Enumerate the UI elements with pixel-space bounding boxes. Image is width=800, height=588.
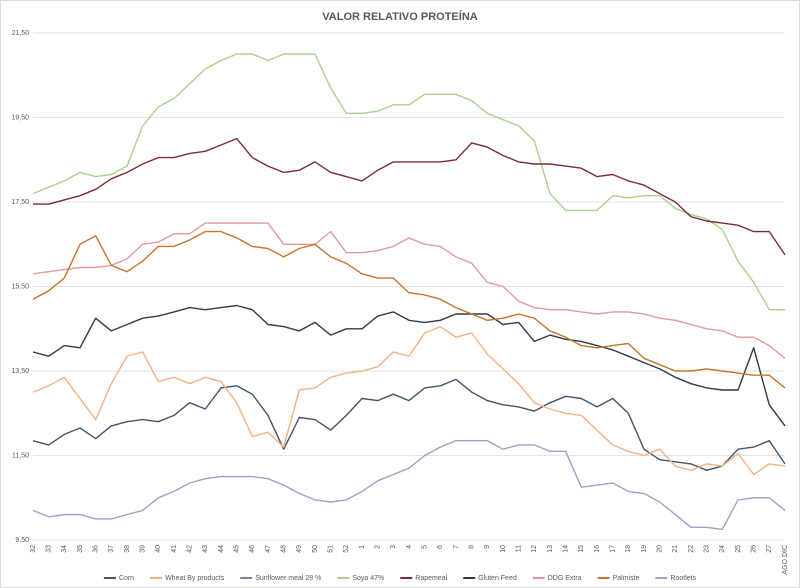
- x-tick-label: 24: [719, 545, 726, 553]
- legend-label: Palmiste: [613, 575, 640, 582]
- y-tick-label: 19,50: [11, 114, 29, 121]
- x-tick-label: 12: [531, 545, 538, 553]
- x-tick-label: 27: [766, 545, 773, 553]
- x-tick-label: 33: [46, 545, 53, 553]
- x-tick-label: 8: [469, 545, 476, 549]
- series-line: [32, 440, 786, 531]
- x-tick-label: 3: [390, 545, 397, 549]
- legend: Corn Wheat By products Sunflower meal 28 %…: [103, 575, 697, 582]
- legend-label: Rapemeal: [415, 575, 447, 582]
- x-tick-label: 20: [657, 545, 664, 553]
- x-tick-label: 37: [108, 545, 115, 553]
- series-line: [33, 137, 786, 256]
- x-tick-label: 15: [578, 545, 585, 553]
- x-tick-label: 46: [249, 545, 256, 553]
- series-line: [32, 304, 786, 427]
- x-tick-label: 52: [343, 545, 350, 553]
- x-tick-label: 5: [422, 545, 429, 549]
- x-tick-label: 18: [625, 545, 632, 553]
- chart-title: VALOR RELATIVO PROTEÍNA: [322, 10, 477, 23]
- y-tick-label: 15,50: [11, 283, 29, 290]
- x-tick-label: 21: [672, 545, 679, 553]
- x-tick-label: 7: [453, 545, 460, 549]
- x-tick-label: 16: [594, 545, 601, 553]
- x-tick-label: 32: [30, 545, 37, 553]
- x-tick-label: 39: [140, 545, 147, 553]
- x-tick-label: 38: [124, 545, 131, 553]
- x-tick-label: 22: [688, 545, 695, 553]
- y-tick-label: 11,50: [12, 452, 29, 459]
- x-tick-label: 50: [312, 545, 319, 553]
- x-tick-label: 9: [484, 545, 491, 549]
- x-tick-label: 19: [641, 545, 648, 553]
- series-line: [32, 325, 786, 476]
- x-tick-label: 35: [77, 545, 84, 553]
- y-tick-label: 17,50: [11, 199, 29, 206]
- series-line: [32, 53, 785, 311]
- legend-label: Sunflower meal 28 %: [255, 575, 321, 582]
- legend-label: Corn: [119, 575, 134, 582]
- x-tick-label: 23: [704, 545, 711, 553]
- y-tick-label: 21,50: [11, 30, 29, 37]
- series-line: [32, 222, 786, 359]
- x-tick-label: 4: [406, 545, 413, 549]
- x-tick-label: 48: [281, 545, 288, 553]
- x-tick-label: 14: [563, 545, 570, 553]
- x-tick-label: 1: [359, 545, 366, 549]
- x-tick-label: 10: [500, 545, 507, 553]
- legend-label: Wheat By products: [165, 575, 225, 582]
- x-tick-label: 44: [218, 545, 225, 553]
- x-tick-label: 42: [187, 545, 194, 553]
- x-tick-label: AGO DIC: [782, 545, 789, 575]
- y-tick-label: 9,50: [15, 537, 29, 544]
- legend-label: Gluten Feed: [478, 575, 517, 582]
- y-tick-label: 13,50: [11, 368, 29, 375]
- legend-label: DDG Extra: [548, 575, 582, 582]
- x-tick-label: 49: [296, 545, 303, 553]
- x-tick-label: 34: [61, 545, 68, 553]
- x-tick-label: 25: [735, 545, 742, 553]
- x-tick-label: 47: [265, 545, 272, 553]
- x-tick-label: 41: [171, 545, 178, 553]
- x-tick-label: 36: [93, 545, 100, 553]
- x-tick-label: 13: [547, 545, 554, 553]
- x-tick-label: 17: [610, 545, 617, 553]
- x-tick-label: 40: [155, 545, 162, 553]
- legend-label: Soya 47%: [352, 575, 384, 582]
- series-line: [32, 230, 786, 389]
- legend-label: Rootlets: [670, 575, 696, 582]
- x-tick-label: 11: [516, 545, 523, 552]
- x-tick-label: 51: [328, 545, 335, 553]
- x-tick-label: 6: [437, 545, 444, 549]
- x-tick-label: 26: [751, 545, 758, 553]
- x-tick-label: 45: [234, 545, 241, 553]
- series-line: [32, 378, 786, 471]
- x-tick-label: 2: [375, 545, 382, 549]
- x-tick-label: 43: [202, 545, 209, 553]
